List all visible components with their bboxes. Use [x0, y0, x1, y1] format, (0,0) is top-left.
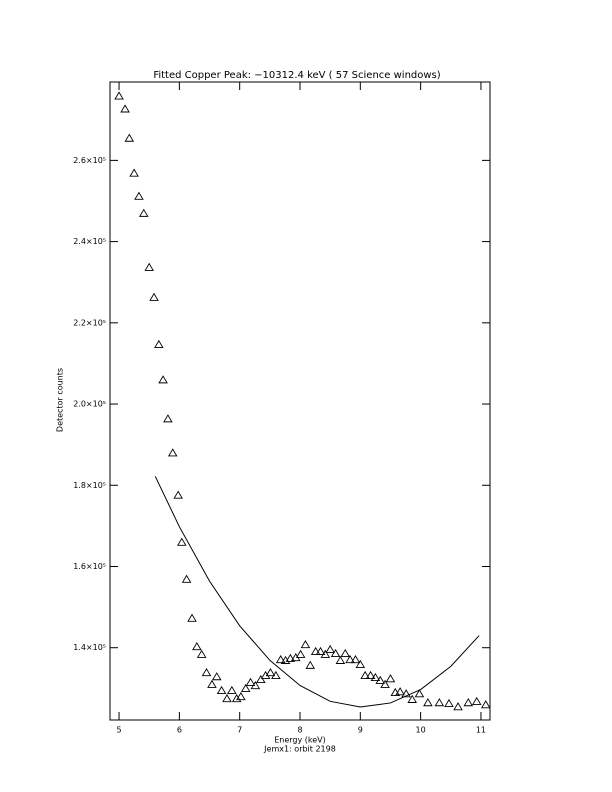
data-point: [196, 649, 207, 658]
data-point: [395, 687, 405, 696]
data-point: [154, 339, 164, 349]
y-tick-label: 1.4×10⁵: [73, 643, 106, 652]
data-point: [320, 649, 331, 658]
data-point: [173, 490, 183, 499]
data-point: [350, 655, 361, 664]
data-point: [444, 698, 454, 708]
data-point: [305, 660, 316, 669]
data-point: [256, 674, 266, 684]
data-point: [149, 292, 159, 301]
data-point: [330, 648, 341, 658]
data-point: [480, 700, 491, 709]
x-tick-label: 7: [237, 726, 242, 735]
data-point: [401, 689, 411, 698]
x-tick-label: 9: [358, 726, 363, 735]
data-point: [335, 655, 346, 664]
y-tick-label: 2.0×10⁵: [73, 400, 106, 409]
data-point: [295, 649, 306, 658]
fit-curve: [154, 476, 480, 708]
data-point: [360, 670, 370, 679]
x-tick-label: 10: [416, 726, 426, 735]
data-point: [120, 104, 130, 113]
data-point: [240, 683, 251, 692]
data-point: [114, 91, 124, 100]
x-tick-label: 5: [117, 726, 122, 735]
data-point: [434, 698, 445, 707]
y-tick-label: 1.6×10⁵: [73, 562, 106, 571]
data-point: [158, 375, 168, 384]
data-point: [380, 679, 390, 688]
data-point: [325, 644, 335, 653]
data-point: [163, 414, 173, 423]
data-point: [192, 642, 202, 651]
data-point: [181, 574, 192, 583]
data-point: [250, 680, 261, 690]
data-point: [134, 191, 144, 200]
x-axis-label: Energy (keV): [274, 736, 326, 745]
data-point: [355, 659, 366, 669]
data-point: [463, 698, 474, 707]
data-point: [285, 653, 296, 662]
data-point: [236, 691, 246, 701]
data-point: [222, 693, 232, 703]
data-point: [138, 208, 149, 217]
data-point: [453, 702, 463, 711]
data-point: [227, 685, 237, 695]
y-tick-label: 2.2×10⁵: [73, 318, 106, 327]
data-point: [315, 646, 326, 656]
data-point: [231, 693, 242, 703]
data-point: [275, 655, 286, 664]
data-point: [124, 133, 135, 142]
data-point: [370, 672, 381, 682]
data-point: [187, 613, 197, 622]
x-tick-label: 11: [476, 726, 486, 735]
y-tick-label: 2.6×10⁵: [73, 156, 106, 165]
data-point: [216, 685, 227, 695]
data-point: [144, 262, 154, 271]
data-point: [265, 668, 276, 677]
data-point: [176, 537, 187, 546]
data-point: [345, 655, 355, 664]
data-point: [167, 448, 178, 457]
y-axis-label: Detector counts: [56, 368, 65, 432]
subtitle: Jemx1: orbit 2198: [263, 745, 336, 754]
y-tick-label: 1.8×10⁵: [73, 481, 106, 490]
data-point: [129, 168, 139, 177]
data-point: [471, 696, 482, 705]
data-point: [365, 670, 376, 679]
x-tick-label: 6: [177, 726, 182, 735]
y-tick-label: 2.4×10⁵: [73, 237, 106, 246]
data-point: [414, 689, 425, 698]
data-point: [385, 674, 396, 683]
chart-title: Fitted Copper Peak: −10312.4 keV ( 57 Sc…: [153, 70, 440, 81]
data-point: [310, 646, 321, 656]
data-point: [211, 672, 222, 681]
data-point: [300, 639, 311, 649]
data-point: [423, 698, 433, 707]
x-tick-label: 8: [297, 726, 302, 735]
data-point: [407, 694, 417, 703]
data-point: [260, 670, 271, 679]
data-point: [245, 677, 256, 686]
data-point: [207, 679, 217, 688]
data-point: [201, 668, 212, 677]
data-point: [271, 670, 281, 679]
data-point: [340, 648, 351, 658]
data-point: [375, 675, 386, 684]
